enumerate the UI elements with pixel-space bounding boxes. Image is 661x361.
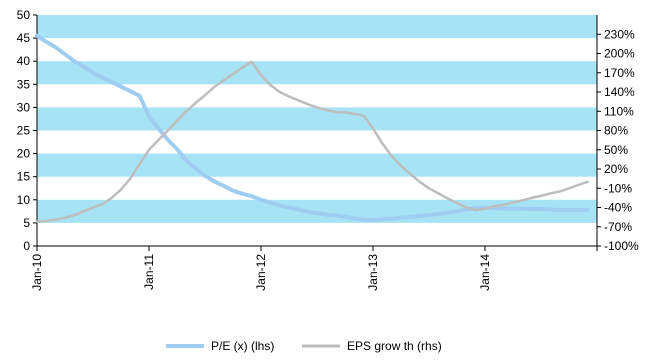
left-tick-label: 30 bbox=[17, 100, 31, 114]
right-tick-label: 80% bbox=[604, 124, 628, 138]
left-tick-label: 45 bbox=[17, 31, 31, 45]
right-tick-label: -40% bbox=[604, 201, 632, 215]
right-tick-label: 230% bbox=[604, 27, 635, 41]
right-tick-label: -10% bbox=[604, 181, 632, 195]
series-line-pe bbox=[35, 33, 590, 223]
right-tick-label: 50% bbox=[604, 143, 628, 157]
left-tick-label: 0 bbox=[23, 239, 30, 253]
x-tick-label: Jan-11 bbox=[142, 254, 156, 290]
right-tick-label: -70% bbox=[604, 220, 632, 234]
legend-label-eps: EPS grow th (rhs) bbox=[347, 339, 442, 353]
legend-label-pe: P/E (x) (lhs) bbox=[211, 339, 274, 353]
left-tick-label: 50 bbox=[17, 8, 31, 22]
left-tick-label: 35 bbox=[17, 77, 31, 91]
x-tick-label: Jan-12 bbox=[254, 254, 268, 291]
band-2 bbox=[37, 107, 597, 131]
x-tick-label: Jan-14 bbox=[478, 254, 492, 291]
left-tick-label: 25 bbox=[17, 124, 31, 138]
left-tick-label: 40 bbox=[17, 54, 31, 68]
x-axis: Jan-10 Jan-11 Jan-12 Jan-13 Jan-14 bbox=[30, 245, 598, 291]
background-bands bbox=[37, 15, 597, 223]
right-tick-label: 110% bbox=[604, 104, 634, 118]
right-tick-label: 200% bbox=[604, 47, 635, 61]
left-axis: 0 5 10 15 20 25 30 35 40 45 50 bbox=[17, 8, 38, 253]
left-tick-label: 5 bbox=[23, 216, 30, 230]
x-tick-label: Jan-10 bbox=[30, 254, 44, 291]
left-tick-label: 10 bbox=[17, 193, 31, 207]
band-1 bbox=[37, 153, 597, 177]
series-line-eps-growth bbox=[35, 60, 589, 223]
x-tick-label: Jan-13 bbox=[366, 254, 380, 291]
band-3 bbox=[37, 61, 597, 85]
right-tick-label: 20% bbox=[604, 162, 628, 176]
right-tick-label: 170% bbox=[604, 66, 635, 80]
left-tick-label: 20 bbox=[17, 147, 31, 161]
series-lines bbox=[35, 33, 590, 223]
right-axis: -100% -70% -40% -10% 20% 50% 80% 110% 140% 170% 20… bbox=[596, 15, 639, 253]
band-4 bbox=[37, 15, 597, 39]
right-tick-label: -100% bbox=[604, 239, 639, 253]
legend: P/E (x) (lhs) EPS grow th (rhs) bbox=[166, 339, 442, 353]
left-tick-label: 15 bbox=[17, 170, 31, 184]
right-tick-label: 140% bbox=[604, 85, 635, 99]
